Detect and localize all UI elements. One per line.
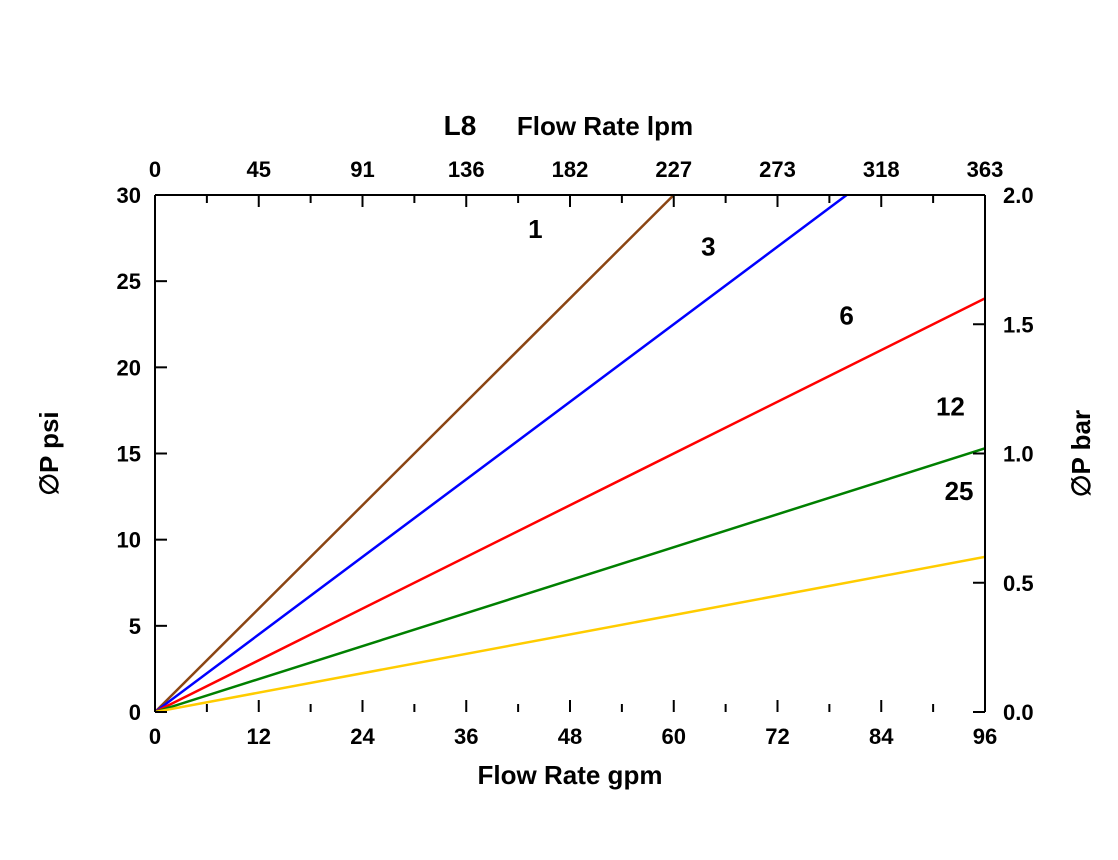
y-left-label: ∅P psi	[34, 411, 64, 495]
yr-tick-label: 1.5	[1003, 312, 1034, 337]
yl-tick-label: 25	[117, 269, 141, 294]
xb-tick-label: 96	[973, 724, 997, 749]
xt-tick-label: 91	[350, 157, 374, 182]
series-label-25: 25	[945, 476, 974, 506]
title-prefix: L8	[444, 110, 477, 141]
xb-tick-label: 48	[558, 724, 582, 749]
x-bottom-label: Flow Rate gpm	[478, 760, 663, 790]
xt-tick-label: 0	[149, 157, 161, 182]
yr-tick-label: 1.0	[1003, 442, 1034, 467]
xb-tick-label: 72	[765, 724, 789, 749]
series-label-12: 12	[936, 392, 965, 422]
xb-tick-label: 60	[662, 724, 686, 749]
xb-tick-label: 0	[149, 724, 161, 749]
series-label-6: 6	[839, 300, 853, 330]
pressure-drop-chart: 1361225012243648607284960459113618222727…	[0, 0, 1118, 860]
xb-tick-label: 36	[454, 724, 478, 749]
yr-tick-label: 0.5	[1003, 571, 1034, 596]
xb-tick-label: 84	[869, 724, 894, 749]
y-right-label: ∅P bar	[1066, 410, 1096, 497]
xt-tick-label: 45	[247, 157, 271, 182]
yr-tick-label: 0.0	[1003, 700, 1034, 725]
xb-tick-label: 12	[247, 724, 271, 749]
xt-tick-label: 363	[967, 157, 1004, 182]
yl-tick-label: 10	[117, 528, 141, 553]
yl-tick-label: 30	[117, 183, 141, 208]
yr-tick-label: 2.0	[1003, 183, 1034, 208]
x-top-label: Flow Rate lpm	[517, 111, 693, 141]
yl-tick-label: 15	[117, 442, 141, 467]
xt-tick-label: 182	[552, 157, 589, 182]
xt-tick-label: 136	[448, 157, 485, 182]
xt-tick-label: 273	[759, 157, 796, 182]
series-label-1: 1	[528, 214, 542, 244]
yl-tick-label: 5	[129, 614, 141, 639]
xb-tick-label: 24	[350, 724, 375, 749]
yl-tick-label: 20	[117, 355, 141, 380]
series-label-3: 3	[701, 231, 715, 261]
xt-tick-label: 227	[655, 157, 692, 182]
xt-tick-label: 318	[863, 157, 900, 182]
yl-tick-label: 0	[129, 700, 141, 725]
